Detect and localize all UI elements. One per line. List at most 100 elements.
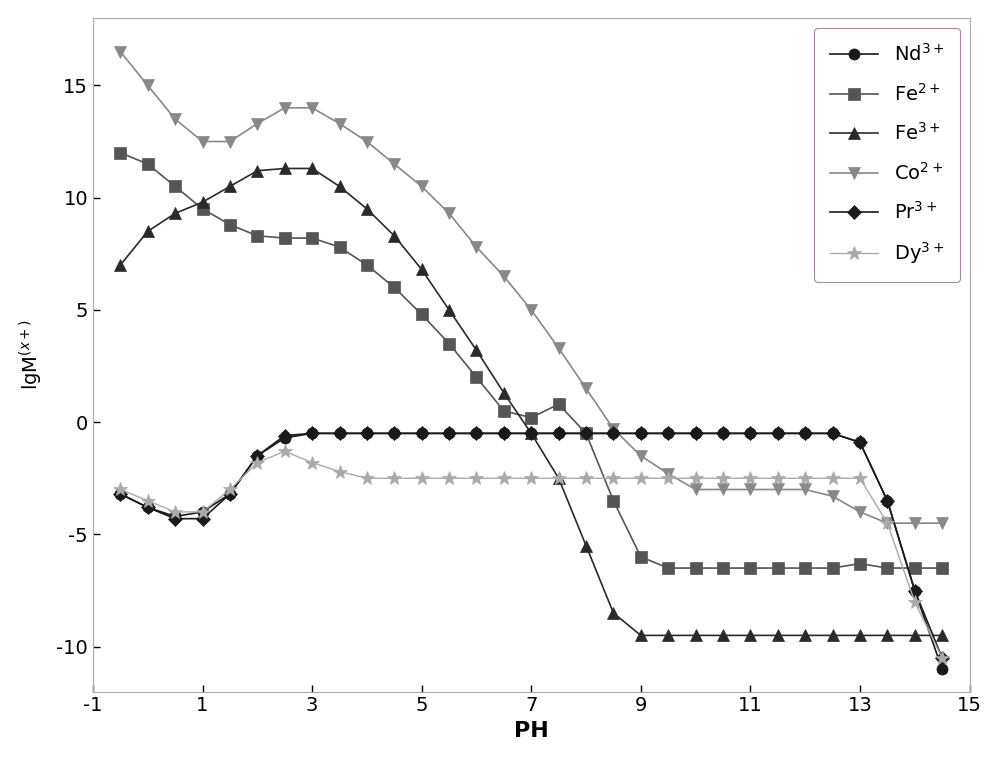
Fe$^{3+}$ bbox=[197, 197, 209, 206]
Legend: Nd$^{3+}$, Fe$^{2+}$, Fe$^{3+}$, Co$^{2+}$, Pr$^{3+}$, Dy$^{3+}$: Nd$^{3+}$, Fe$^{2+}$, Fe$^{3+}$, Co$^{2+… bbox=[814, 28, 960, 282]
Fe$^{2+}$ bbox=[553, 400, 565, 409]
Fe$^{3+}$ bbox=[361, 204, 373, 213]
Pr$^{3+}$ bbox=[772, 429, 784, 438]
Nd$^{3+}$ bbox=[772, 429, 784, 438]
Co$^{2+}$ bbox=[388, 159, 400, 168]
Pr$^{3+}$ bbox=[854, 438, 866, 447]
Dy$^{3+}$ bbox=[580, 474, 592, 483]
Fe$^{2+}$ bbox=[361, 260, 373, 269]
Co$^{2+}$ bbox=[936, 518, 948, 528]
Nd$^{3+}$ bbox=[662, 429, 674, 438]
Nd$^{3+}$ bbox=[881, 496, 893, 505]
Pr$^{3+}$ bbox=[553, 429, 565, 438]
Fe$^{3+}$ bbox=[334, 182, 346, 191]
Fe$^{3+}$ bbox=[553, 474, 565, 483]
Nd$^{3+}$ bbox=[854, 438, 866, 447]
Nd$^{3+}$ bbox=[909, 586, 921, 595]
Dy$^{3+}$ bbox=[306, 458, 318, 467]
Dy$^{3+}$ bbox=[142, 496, 154, 505]
Pr$^{3+}$ bbox=[909, 586, 921, 595]
Fe$^{2+}$ bbox=[690, 563, 702, 572]
Co$^{2+}$ bbox=[334, 119, 346, 128]
Pr$^{3+}$ bbox=[470, 429, 482, 438]
Co$^{2+}$ bbox=[251, 119, 263, 128]
Fe$^{3+}$ bbox=[525, 429, 537, 438]
Dy$^{3+}$ bbox=[881, 518, 893, 528]
Fe$^{2+}$ bbox=[224, 220, 236, 229]
Nd$^{3+}$ bbox=[416, 429, 428, 438]
Fe$^{2+}$ bbox=[470, 373, 482, 382]
Dy$^{3+}$ bbox=[334, 467, 346, 476]
Fe$^{2+}$ bbox=[114, 148, 126, 157]
Nd$^{3+}$ bbox=[607, 429, 619, 438]
Pr$^{3+}$ bbox=[799, 429, 811, 438]
Fe$^{3+}$ bbox=[470, 346, 482, 355]
Pr$^{3+}$ bbox=[443, 429, 455, 438]
Y-axis label: lgM$^{(x+)}$: lgM$^{(x+)}$ bbox=[18, 320, 45, 390]
Dy$^{3+}$ bbox=[854, 474, 866, 483]
Dy$^{3+}$ bbox=[525, 474, 537, 483]
Fe$^{2+}$ bbox=[717, 563, 729, 572]
Co$^{2+}$ bbox=[169, 115, 181, 124]
Fe$^{2+}$ bbox=[881, 563, 893, 572]
Line: Pr$^{3+}$: Pr$^{3+}$ bbox=[116, 429, 947, 663]
Dy$^{3+}$ bbox=[799, 474, 811, 483]
Fe$^{3+}$ bbox=[169, 209, 181, 218]
Pr$^{3+}$ bbox=[224, 490, 236, 499]
Line: Dy$^{3+}$: Dy$^{3+}$ bbox=[113, 444, 949, 665]
Dy$^{3+}$ bbox=[772, 474, 784, 483]
Fe$^{3+}$ bbox=[388, 231, 400, 241]
Pr$^{3+}$ bbox=[936, 653, 948, 663]
Co$^{2+}$ bbox=[443, 209, 455, 218]
Dy$^{3+}$ bbox=[635, 474, 647, 483]
Fe$^{3+}$ bbox=[854, 631, 866, 640]
Co$^{2+}$ bbox=[772, 485, 784, 494]
Fe$^{3+}$ bbox=[306, 164, 318, 173]
Fe$^{3+}$ bbox=[635, 631, 647, 640]
Dy$^{3+}$ bbox=[197, 507, 209, 516]
Pr$^{3+}$ bbox=[690, 429, 702, 438]
Co$^{2+}$ bbox=[361, 137, 373, 146]
Fe$^{2+}$ bbox=[251, 231, 263, 241]
Fe$^{2+}$ bbox=[334, 242, 346, 251]
Nd$^{3+}$ bbox=[799, 429, 811, 438]
Pr$^{3+}$ bbox=[635, 429, 647, 438]
Co$^{2+}$ bbox=[744, 485, 756, 494]
Dy$^{3+}$ bbox=[717, 474, 729, 483]
Co$^{2+}$ bbox=[498, 272, 510, 281]
Dy$^{3+}$ bbox=[224, 485, 236, 494]
Co$^{2+}$ bbox=[827, 492, 839, 501]
Co$^{2+}$ bbox=[114, 47, 126, 56]
Fe$^{3+}$ bbox=[114, 260, 126, 269]
Nd$^{3+}$ bbox=[443, 429, 455, 438]
Fe$^{2+}$ bbox=[580, 429, 592, 438]
Dy$^{3+}$ bbox=[498, 474, 510, 483]
Dy$^{3+}$ bbox=[279, 447, 291, 456]
Fe$^{3+}$ bbox=[744, 631, 756, 640]
Fe$^{3+}$ bbox=[443, 305, 455, 314]
Nd$^{3+}$ bbox=[388, 429, 400, 438]
Co$^{2+}$ bbox=[279, 103, 291, 112]
Pr$^{3+}$ bbox=[251, 452, 263, 461]
Pr$^{3+}$ bbox=[279, 431, 291, 440]
Fe$^{2+}$ bbox=[909, 563, 921, 572]
Nd$^{3+}$ bbox=[525, 429, 537, 438]
Fe$^{3+}$ bbox=[142, 227, 154, 236]
Pr$^{3+}$ bbox=[662, 429, 674, 438]
Nd$^{3+}$ bbox=[169, 512, 181, 521]
Nd$^{3+}$ bbox=[827, 429, 839, 438]
Fe$^{2+}$ bbox=[744, 563, 756, 572]
Dy$^{3+}$ bbox=[607, 474, 619, 483]
Co$^{2+}$ bbox=[881, 518, 893, 528]
Dy$^{3+}$ bbox=[827, 474, 839, 483]
Nd$^{3+}$ bbox=[306, 429, 318, 438]
Fe$^{2+}$ bbox=[498, 406, 510, 415]
Pr$^{3+}$ bbox=[388, 429, 400, 438]
Co$^{2+}$ bbox=[854, 507, 866, 516]
Pr$^{3+}$ bbox=[142, 503, 154, 512]
Co$^{2+}$ bbox=[690, 485, 702, 494]
Nd$^{3+}$ bbox=[224, 490, 236, 499]
Fe$^{3+}$ bbox=[936, 631, 948, 640]
Fe$^{2+}$ bbox=[169, 182, 181, 191]
Pr$^{3+}$ bbox=[416, 429, 428, 438]
